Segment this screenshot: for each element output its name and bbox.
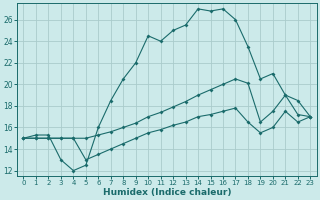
X-axis label: Humidex (Indice chaleur): Humidex (Indice chaleur) (103, 188, 231, 197)
